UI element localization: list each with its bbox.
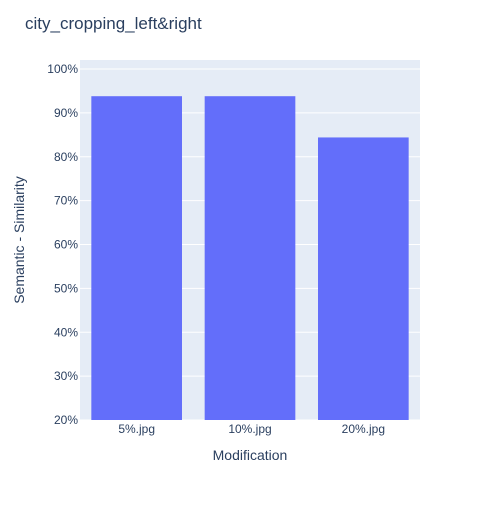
x-axis-title: Modification (213, 447, 288, 463)
y-tick-label: 30% (54, 369, 78, 383)
x-tick-label: 20%.jpg (342, 422, 385, 436)
y-tick-label: 20% (54, 413, 78, 427)
x-tick-labels: 5%.jpg 10%.jpg 20%.jpg (118, 422, 385, 436)
y-tick-label: 40% (54, 325, 78, 339)
bar-3[interactable] (318, 137, 409, 420)
x-tick-label: 5%.jpg (118, 422, 155, 436)
y-axis-title: Semantic - Similarity (11, 176, 27, 304)
bar-1[interactable] (91, 96, 182, 420)
x-tick-label: 10%.jpg (228, 422, 271, 436)
bars (91, 96, 409, 420)
y-tick-label: 50% (54, 281, 78, 295)
y-tick-label: 70% (54, 194, 78, 208)
y-tick-label: 100% (47, 62, 78, 76)
y-tick-labels: 20% 30% 40% 50% 60% 70% 80% 90% 100% (47, 62, 78, 427)
y-tick-label: 90% (54, 106, 78, 120)
bar-2[interactable] (204, 96, 296, 420)
y-tick-label: 60% (54, 238, 78, 252)
chart-title: city_cropping_left&right (25, 14, 202, 33)
y-tick-label: 80% (54, 150, 78, 164)
